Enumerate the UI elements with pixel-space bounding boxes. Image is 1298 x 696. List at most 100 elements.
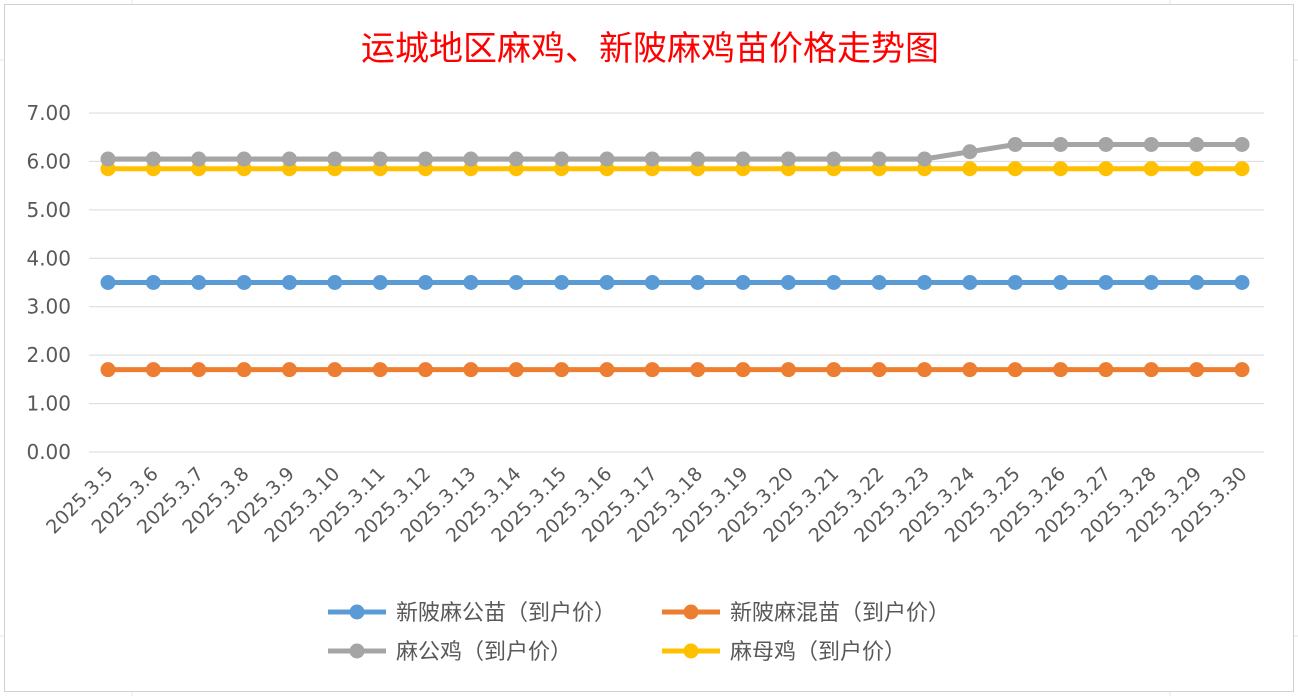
legend-label: 麻公鸡（到户价） <box>396 640 572 665</box>
data-point <box>916 151 932 167</box>
data-point <box>1189 275 1205 290</box>
legend: 新陂麻公苗（到户价） 新陂麻混苗（到户价） 麻公鸡（到户价） 麻母鸡（到户价） <box>328 601 950 665</box>
legend-marker <box>683 604 699 620</box>
data-point <box>1007 161 1023 177</box>
data-point <box>780 362 796 378</box>
legend-label: 新陂麻公苗（到户价） <box>396 601 616 626</box>
series-3 <box>100 136 1250 167</box>
data-point <box>191 151 207 167</box>
data-point <box>1143 136 1159 152</box>
data-point <box>145 275 161 290</box>
data-point <box>1098 362 1114 378</box>
series-group <box>100 136 1250 378</box>
data-point <box>100 275 116 290</box>
data-point <box>1189 161 1205 177</box>
data-point <box>871 151 887 167</box>
data-point <box>281 151 297 167</box>
data-point <box>327 151 343 167</box>
data-point <box>735 275 751 290</box>
series-2 <box>100 362 1250 378</box>
series-4 <box>100 161 1250 177</box>
data-point <box>508 275 524 290</box>
data-point <box>554 362 570 378</box>
y-tick-label: 7.00 <box>26 101 71 125</box>
data-point <box>871 362 887 378</box>
data-point <box>735 362 751 378</box>
legend-label: 新陂麻混苗（到户价） <box>730 601 950 626</box>
data-point <box>1189 136 1205 152</box>
line-chart: 运城地区麻鸡、新陂麻鸡苗价格走势图 0.00 1.00 2.00 3.00 4.00 5.… <box>26 29 1264 665</box>
data-point <box>327 275 343 290</box>
data-point <box>1007 275 1023 290</box>
data-point <box>599 362 615 378</box>
data-point <box>372 151 388 167</box>
data-point <box>690 275 706 290</box>
data-point <box>463 151 479 167</box>
data-point <box>463 275 479 290</box>
y-tick-label: 6.00 <box>26 149 71 173</box>
data-point <box>1143 362 1159 378</box>
data-point <box>463 362 479 378</box>
y-tick-label: 4.00 <box>26 246 71 270</box>
data-point <box>418 151 434 167</box>
data-point <box>1234 161 1250 177</box>
legend-item[interactable]: 新陂麻公苗（到户价） <box>328 601 616 626</box>
data-point <box>735 151 751 167</box>
y-axis-ticks: 0.00 1.00 2.00 3.00 4.00 5.00 6.00 7.00 <box>26 101 71 464</box>
data-point <box>644 151 660 167</box>
data-point <box>1098 275 1114 290</box>
data-point <box>1143 161 1159 177</box>
data-point <box>145 362 161 378</box>
data-point <box>871 275 887 290</box>
data-point <box>554 275 570 290</box>
data-point <box>1007 136 1023 152</box>
data-point <box>100 151 116 167</box>
chart-title: 运城地区麻鸡、新陂麻鸡苗价格走势图 <box>361 29 939 69</box>
y-tick-label: 1.00 <box>26 392 71 416</box>
data-point <box>962 362 978 378</box>
chart-area[interactable]: 运城地区麻鸡、新陂麻鸡苗价格走势图 0.00 1.00 2.00 3.00 4.00 5.… <box>4 4 1294 692</box>
legend-item[interactable]: 麻母鸡（到户价） <box>662 640 906 665</box>
data-point <box>599 151 615 167</box>
data-point <box>780 275 796 290</box>
y-tick-label: 0.00 <box>26 440 71 464</box>
legend-marker <box>349 643 365 659</box>
data-point <box>327 362 343 378</box>
data-point <box>644 362 660 378</box>
y-tick-label: 5.00 <box>26 198 71 222</box>
data-point <box>690 151 706 167</box>
data-point <box>100 362 116 378</box>
legend-item[interactable]: 麻公鸡（到户价） <box>328 640 572 665</box>
data-point <box>1053 161 1069 177</box>
legend-label: 麻母鸡（到户价） <box>730 640 906 665</box>
data-point <box>372 362 388 378</box>
data-point <box>826 151 842 167</box>
data-point <box>281 275 297 290</box>
data-point <box>962 144 978 160</box>
legend-item[interactable]: 新陂麻混苗（到户价） <box>662 601 950 626</box>
legend-marker <box>349 604 365 620</box>
y-tick-label: 3.00 <box>26 295 71 319</box>
data-point <box>644 275 660 290</box>
data-point <box>1189 362 1205 378</box>
data-point <box>145 151 161 167</box>
data-point <box>962 275 978 290</box>
data-point <box>599 275 615 290</box>
data-point <box>191 362 207 378</box>
data-point <box>1053 362 1069 378</box>
legend-marker <box>683 643 699 659</box>
data-point <box>1143 275 1159 290</box>
data-point <box>916 275 932 290</box>
data-point <box>916 362 932 378</box>
data-point <box>1234 275 1250 290</box>
data-point <box>236 151 252 167</box>
data-point <box>826 362 842 378</box>
data-point <box>1007 362 1023 378</box>
data-point <box>191 275 207 290</box>
series-line <box>108 141 1242 162</box>
data-point <box>826 275 842 290</box>
data-point <box>962 161 978 177</box>
data-point <box>372 275 388 290</box>
data-point <box>236 275 252 290</box>
data-point <box>780 151 796 167</box>
